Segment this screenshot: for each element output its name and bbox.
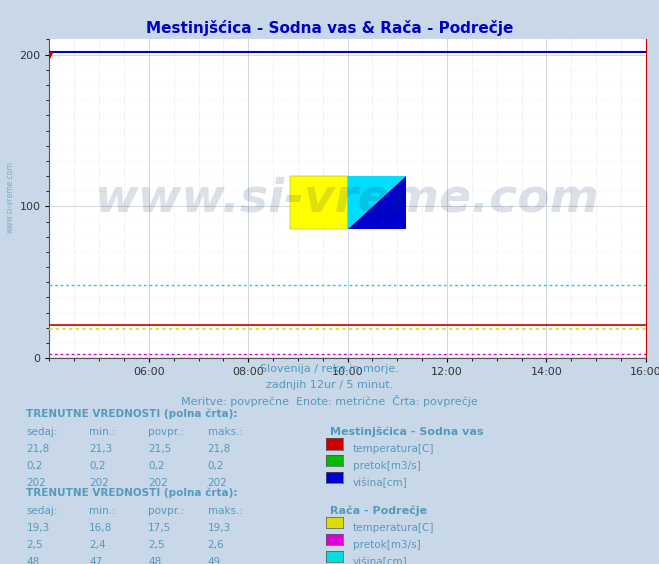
- Text: 2,6: 2,6: [208, 540, 224, 550]
- Text: 19,3: 19,3: [208, 523, 231, 533]
- Text: 21,3: 21,3: [89, 444, 112, 454]
- Text: maks.:: maks.:: [208, 506, 243, 516]
- Text: 21,8: 21,8: [26, 444, 49, 454]
- Text: 202: 202: [208, 478, 227, 488]
- Text: 0,2: 0,2: [148, 461, 165, 471]
- Text: pretok[m3/s]: pretok[m3/s]: [353, 461, 420, 471]
- Text: 49: 49: [208, 557, 221, 564]
- Text: maks.:: maks.:: [208, 427, 243, 437]
- Text: Meritve: povprečne  Enote: metrične  Črta: povprečje: Meritve: povprečne Enote: metrične Črta:…: [181, 395, 478, 407]
- Text: www.si-vreme.com: www.si-vreme.com: [95, 177, 600, 221]
- Text: temperatura[C]: temperatura[C]: [353, 444, 434, 454]
- Polygon shape: [348, 176, 405, 229]
- Text: 48: 48: [26, 557, 40, 564]
- Text: Slovenija / reke in morje.: Slovenija / reke in morje.: [260, 364, 399, 374]
- Text: 2,5: 2,5: [26, 540, 43, 550]
- Text: 0,2: 0,2: [208, 461, 224, 471]
- Text: 0,2: 0,2: [26, 461, 43, 471]
- Text: 19,3: 19,3: [26, 523, 49, 533]
- Text: 21,5: 21,5: [148, 444, 171, 454]
- Text: zadnjih 12ur / 5 minut.: zadnjih 12ur / 5 minut.: [266, 380, 393, 390]
- Text: 17,5: 17,5: [148, 523, 171, 533]
- Text: 21,8: 21,8: [208, 444, 231, 454]
- Text: 0,2: 0,2: [89, 461, 105, 471]
- Text: 202: 202: [148, 478, 168, 488]
- Bar: [290, 176, 348, 229]
- Polygon shape: [348, 176, 405, 229]
- Text: TRENUTNE VREDNOSTI (polna črta):: TRENUTNE VREDNOSTI (polna črta):: [26, 409, 238, 420]
- Text: 2,5: 2,5: [148, 540, 165, 550]
- Text: povpr.:: povpr.:: [148, 427, 185, 437]
- Text: 2,4: 2,4: [89, 540, 105, 550]
- Text: min.:: min.:: [89, 506, 116, 516]
- Text: povpr.:: povpr.:: [148, 506, 185, 516]
- Text: min.:: min.:: [89, 427, 116, 437]
- Text: 47: 47: [89, 557, 102, 564]
- Text: www.si-vreme.com: www.si-vreme.com: [5, 161, 14, 233]
- Text: 202: 202: [26, 478, 46, 488]
- Text: 202: 202: [89, 478, 109, 488]
- Text: višina[cm]: višina[cm]: [353, 478, 407, 488]
- Text: sedaj:: sedaj:: [26, 427, 58, 437]
- Text: 16,8: 16,8: [89, 523, 112, 533]
- Text: sedaj:: sedaj:: [26, 506, 58, 516]
- Text: TRENUTNE VREDNOSTI (polna črta):: TRENUTNE VREDNOSTI (polna črta):: [26, 488, 238, 499]
- Text: višina[cm]: višina[cm]: [353, 557, 407, 564]
- Text: Mestinjšćica - Sodna vas: Mestinjšćica - Sodna vas: [330, 427, 483, 438]
- Text: Mestinjšćica - Sodna vas & Rača - Podrečje: Mestinjšćica - Sodna vas & Rača - Podreč…: [146, 20, 513, 36]
- Text: Rača - Podrečje: Rača - Podrečje: [330, 506, 426, 517]
- Text: pretok[m3/s]: pretok[m3/s]: [353, 540, 420, 550]
- Text: temperatura[C]: temperatura[C]: [353, 523, 434, 533]
- Text: 48: 48: [148, 557, 161, 564]
